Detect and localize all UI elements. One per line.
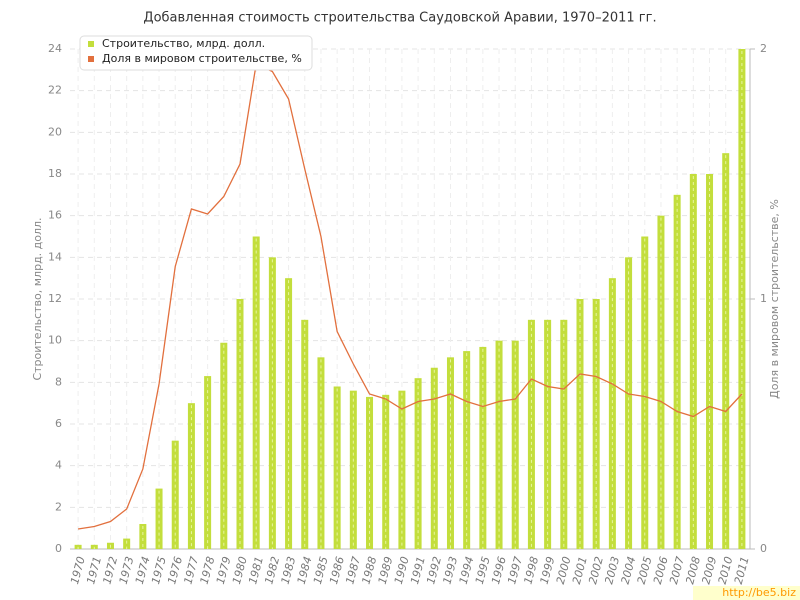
- legend-label: Строительство, млрд. долл.: [102, 37, 265, 50]
- bar: [349, 390, 357, 549]
- y-tick-label: 20: [48, 125, 62, 138]
- bar: [414, 378, 422, 549]
- y-tick-label: 4: [55, 459, 62, 472]
- bar: [187, 403, 195, 549]
- y-axis-label: Строительство, млрд. долл.: [31, 217, 44, 380]
- y-tick-label: 14: [48, 250, 62, 263]
- y-tick-label: 18: [48, 167, 62, 180]
- legend: Строительство, млрд. долл. Доля в мировом…: [79, 35, 313, 71]
- bar: [155, 488, 163, 549]
- legend-swatch: [88, 56, 94, 62]
- y-tick-label: 8: [55, 375, 62, 388]
- bar: [220, 342, 228, 549]
- bar: [560, 319, 568, 549]
- y2-tick-label: 1: [760, 292, 767, 305]
- bar: [479, 346, 487, 549]
- y-tick-label: 16: [48, 209, 62, 222]
- y-tick-label: 6: [55, 417, 62, 430]
- y-tick-label: 10: [48, 334, 62, 347]
- bar: [252, 236, 260, 549]
- y-tick-label: 2: [55, 500, 62, 513]
- bar: [722, 153, 730, 549]
- bar: [641, 236, 649, 549]
- bar: [430, 367, 438, 549]
- y-tick-label: 12: [48, 292, 62, 305]
- bar: [123, 538, 131, 549]
- bar: [544, 319, 552, 549]
- y-tick-label: 0: [55, 542, 62, 555]
- bar: [625, 257, 633, 549]
- watermark-bg: [693, 586, 800, 600]
- legend-label: Доля в мировом строительстве, %: [102, 52, 302, 65]
- bar: [398, 390, 406, 549]
- y-tick-label: 22: [48, 84, 62, 97]
- line: [77, 63, 743, 530]
- y-tick-label: 24: [48, 42, 62, 55]
- bar: [382, 394, 390, 549]
- bar: [689, 174, 697, 549]
- bar: [706, 174, 714, 549]
- watermark: http://be5.biz: [722, 586, 796, 599]
- y2-tick-label: 2: [760, 42, 767, 55]
- bar: [317, 357, 325, 549]
- bar: [268, 257, 276, 549]
- y2-axis-label: Доля в мировом строительстве, %: [768, 199, 781, 399]
- bar: [139, 524, 147, 549]
- chart-title: Добавленная стоимость строительства Сауд…: [143, 11, 656, 26]
- y2-tick-label: 0: [760, 542, 767, 555]
- bar: [301, 319, 309, 549]
- bar: [527, 319, 535, 549]
- bar: [446, 357, 454, 549]
- legend-box: [79, 35, 313, 71]
- legend-swatch: [88, 41, 94, 47]
- bar: [171, 440, 179, 549]
